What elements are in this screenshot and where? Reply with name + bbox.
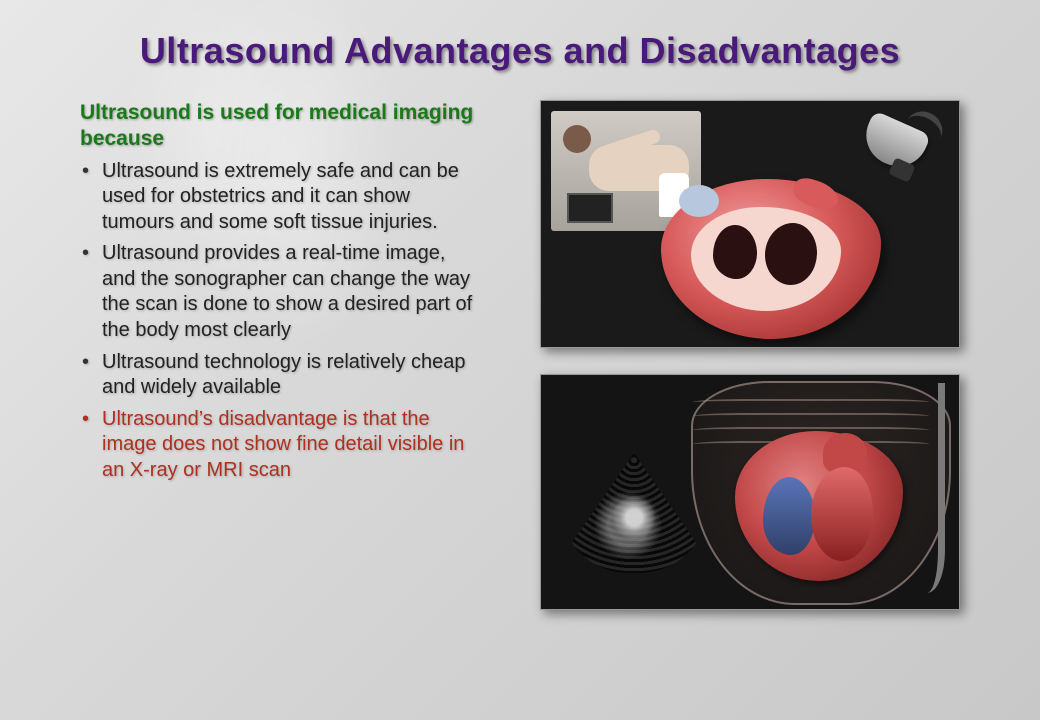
bullet-item-disadvantage: Ultrasound’s disadvantage is that the im…: [80, 407, 480, 484]
tee-heart-illustration: [541, 375, 959, 609]
content-row: Ultrasound is used for medical imaging b…: [50, 100, 990, 610]
ultrasound-sector-icon: [559, 453, 709, 573]
heart-cross-section-icon: [661, 179, 881, 339]
echocardiogram-illustration: [541, 101, 959, 347]
bullet-item: Ultrasound technology is relatively chea…: [80, 350, 480, 401]
figure-top: [540, 100, 960, 348]
subheading: Ultrasound is used for medical imaging b…: [80, 100, 480, 153]
figure-bottom: [540, 374, 960, 610]
image-column: [510, 100, 990, 610]
patient-head-icon: [563, 125, 591, 153]
slide-title: Ultrasound Advantages and Disadvantages: [50, 30, 990, 72]
text-column: Ultrasound is used for medical imaging b…: [50, 100, 480, 610]
slide: Ultrasound Advantages and Disadvantages …: [0, 0, 1040, 720]
bullet-list: Ultrasound is extremely safe and can be …: [80, 159, 480, 484]
ultrasound-monitor-icon: [567, 193, 613, 223]
tee-probe-icon: [927, 383, 945, 593]
bullet-item: Ultrasound provides a real-time image, a…: [80, 241, 480, 343]
bullet-item: Ultrasound is extremely safe and can be …: [80, 159, 480, 236]
